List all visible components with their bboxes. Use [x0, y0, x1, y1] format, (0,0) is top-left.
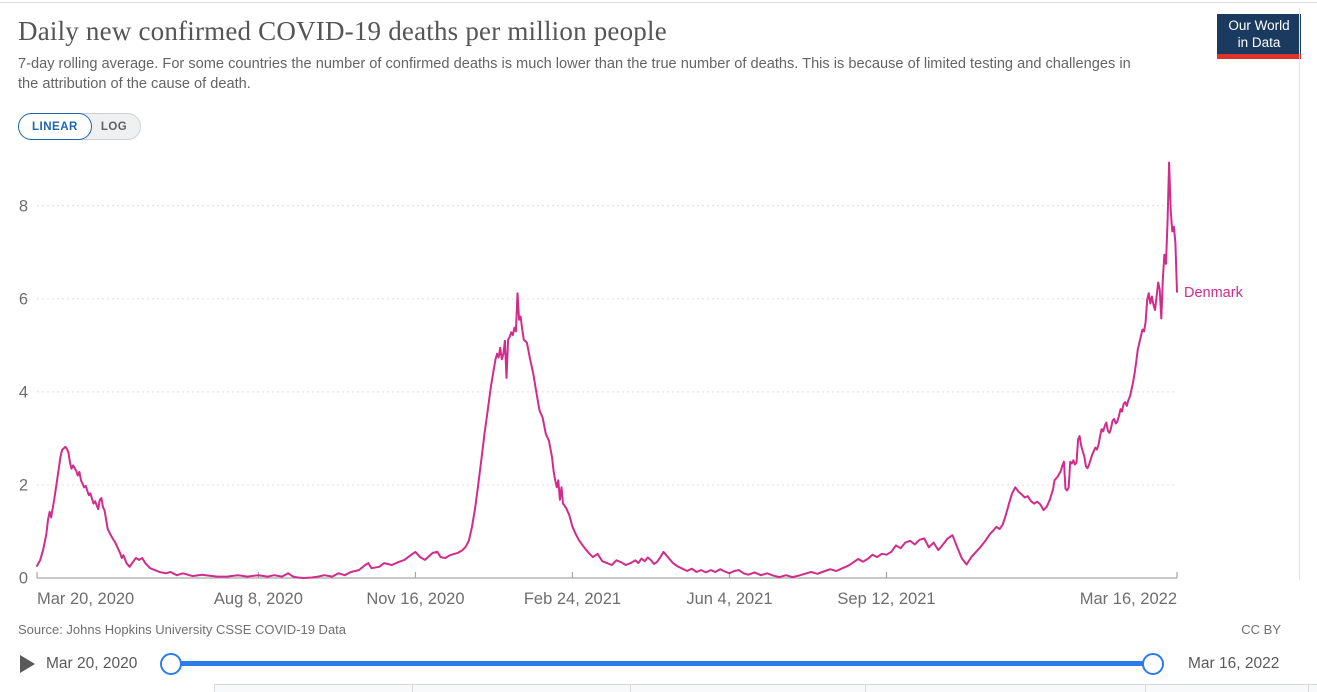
svg-text:Mar 20, 2020: Mar 20, 2020 — [37, 590, 134, 608]
svg-text:0: 0 — [19, 570, 28, 588]
table-column-header[interactable] — [866, 685, 1146, 692]
page-title: Daily new confirmed COVID-19 deaths per … — [18, 16, 667, 46]
timeline-start-date: Mar 20, 2020 — [46, 655, 138, 672]
svg-text:8: 8 — [19, 197, 28, 215]
svg-text:Jun 4, 2021: Jun 4, 2021 — [686, 590, 772, 608]
svg-text:Mar 16, 2022: Mar 16, 2022 — [1080, 590, 1177, 608]
play-icon[interactable] — [20, 655, 35, 673]
svg-text:Feb 24, 2021: Feb 24, 2021 — [524, 590, 621, 608]
license-link[interactable]: CC BY — [1241, 622, 1281, 637]
owid-logo-line2: in Data — [1237, 34, 1281, 50]
timeline-start-handle[interactable] — [160, 653, 182, 675]
timeline-control: Mar 20, 2020 Mar 16, 2022 — [0, 648, 1317, 680]
svg-text:4: 4 — [19, 383, 28, 401]
page-top-border — [0, 2, 1317, 3]
owid-logo-redbar — [1217, 54, 1301, 59]
table-column-header[interactable] — [1146, 685, 1309, 692]
chart-subtitle: 7-day rolling average. For some countrie… — [18, 56, 1131, 92]
timeline-end-date: Mar 16, 2022 — [1188, 655, 1280, 672]
svg-text:Sep 12, 2021: Sep 12, 2021 — [837, 590, 935, 608]
owid-logo[interactable]: Our World in Data — [1217, 14, 1301, 59]
timeline-end-handle[interactable] — [1142, 653, 1164, 675]
source-citation[interactable]: Source: Johns Hopkins University CSSE CO… — [18, 622, 347, 637]
table-column-header[interactable] — [631, 685, 866, 692]
svg-text:6: 6 — [19, 290, 28, 308]
owid-logo-text: Our World in Data — [1217, 14, 1301, 54]
table-column-header[interactable] — [413, 685, 631, 692]
svg-text:2: 2 — [19, 476, 28, 494]
series-end-label[interactable]: Denmark — [1184, 285, 1244, 301]
svg-text:Nov 16, 2020: Nov 16, 2020 — [366, 590, 464, 608]
linear-scale-button[interactable]: LINEAR — [18, 113, 92, 140]
table-column-header[interactable] — [215, 685, 413, 692]
owid-logo-line1: Our World — [1228, 18, 1290, 33]
svg-text:Aug 8, 2020: Aug 8, 2020 — [214, 590, 303, 608]
right-panel-divider — [1299, 8, 1300, 580]
scale-toggle: LINEAR LOG — [18, 113, 142, 140]
timeline-slider-track[interactable] — [171, 661, 1154, 666]
data-table-header — [214, 684, 1317, 692]
table-column-header[interactable] — [1309, 685, 1317, 692]
